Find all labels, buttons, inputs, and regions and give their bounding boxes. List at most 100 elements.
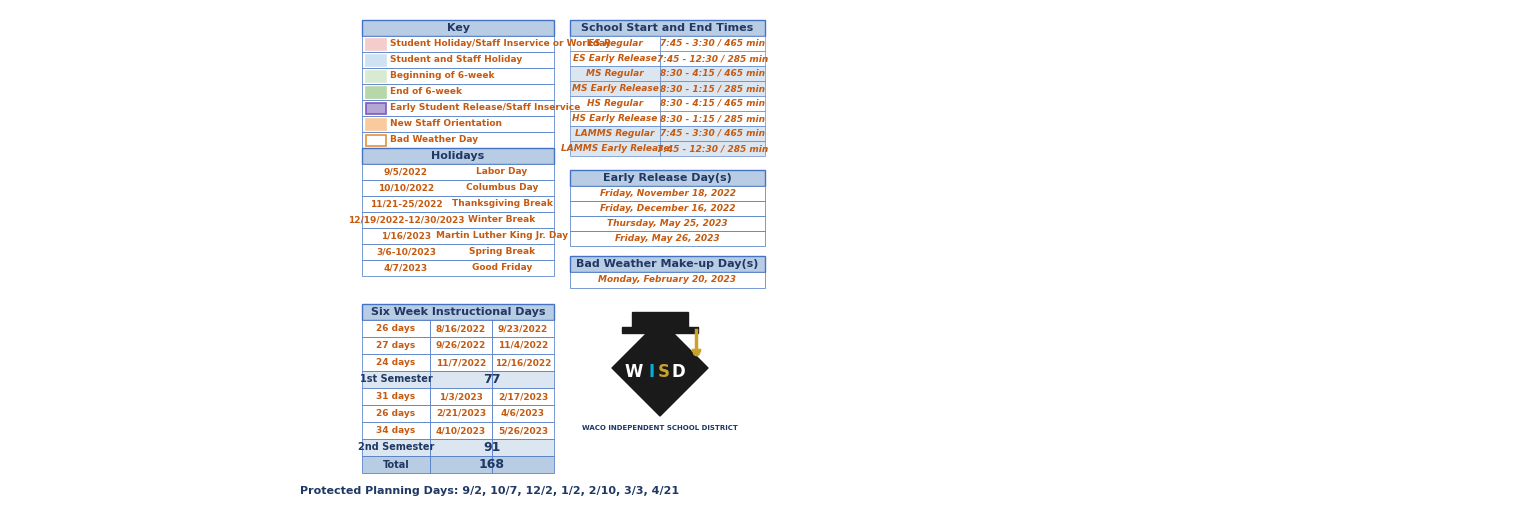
Text: 5/26/2023: 5/26/2023 bbox=[498, 426, 548, 435]
Bar bbox=[570, 51, 661, 66]
Bar bbox=[362, 337, 430, 354]
Bar bbox=[570, 170, 765, 186]
Bar bbox=[570, 231, 765, 246]
Bar bbox=[362, 68, 554, 84]
Bar bbox=[362, 354, 430, 371]
Text: 2/21/2023: 2/21/2023 bbox=[436, 409, 486, 418]
Bar bbox=[570, 272, 765, 288]
Bar bbox=[492, 320, 554, 337]
Text: 4/7/2023: 4/7/2023 bbox=[383, 264, 429, 272]
Text: Friday, November 18, 2022: Friday, November 18, 2022 bbox=[600, 189, 735, 198]
Bar bbox=[570, 126, 661, 141]
Text: LAMMS Early Release: LAMMS Early Release bbox=[561, 144, 670, 153]
Bar bbox=[661, 81, 765, 96]
Text: 1/16/2023: 1/16/2023 bbox=[380, 231, 432, 241]
Text: 11/7/2022: 11/7/2022 bbox=[436, 358, 486, 367]
Bar bbox=[367, 134, 386, 146]
Bar bbox=[362, 20, 554, 36]
Text: Protected Planning Days: 9/2, 10/7, 12/2, 1/2, 2/10, 3/3, 4/21: Protected Planning Days: 9/2, 10/7, 12/2… bbox=[300, 486, 680, 496]
Bar bbox=[570, 216, 765, 231]
Bar bbox=[570, 81, 661, 96]
Text: W: W bbox=[624, 363, 644, 381]
Bar bbox=[570, 96, 661, 111]
Bar bbox=[362, 180, 554, 196]
Bar bbox=[430, 388, 492, 405]
Bar bbox=[430, 354, 492, 371]
Bar bbox=[661, 111, 765, 126]
Text: Winter Break: Winter Break bbox=[468, 215, 536, 225]
Bar bbox=[661, 96, 765, 111]
Text: Monday, February 20, 2023: Monday, February 20, 2023 bbox=[598, 275, 736, 285]
Bar bbox=[661, 66, 765, 81]
Text: Spring Break: Spring Break bbox=[470, 247, 535, 256]
Text: Good Friday: Good Friday bbox=[471, 264, 532, 272]
Text: Columbus Day: Columbus Day bbox=[465, 184, 538, 192]
Bar bbox=[661, 126, 765, 141]
Bar bbox=[362, 320, 430, 337]
Text: Friday, December 16, 2022: Friday, December 16, 2022 bbox=[600, 204, 735, 213]
Bar bbox=[430, 439, 492, 456]
Text: 1/3/2023: 1/3/2023 bbox=[439, 392, 483, 401]
Bar bbox=[570, 36, 661, 51]
Text: 8:30 - 1:15 / 285 min: 8:30 - 1:15 / 285 min bbox=[661, 84, 765, 93]
Bar bbox=[492, 388, 554, 405]
Text: Early Student Release/Staff Inservice: Early Student Release/Staff Inservice bbox=[389, 104, 580, 112]
Bar bbox=[362, 260, 554, 276]
Text: Bad Weather Make-up Day(s): Bad Weather Make-up Day(s) bbox=[576, 259, 759, 269]
Bar bbox=[362, 100, 554, 116]
Text: New Staff Orientation: New Staff Orientation bbox=[389, 120, 501, 128]
Text: 26 days: 26 days bbox=[376, 324, 415, 333]
Bar bbox=[570, 256, 765, 272]
Bar bbox=[492, 422, 554, 439]
Text: 31 days: 31 days bbox=[376, 392, 415, 401]
Bar bbox=[367, 38, 386, 49]
Text: 2/17/2023: 2/17/2023 bbox=[498, 392, 548, 401]
Text: HS Regular: HS Regular bbox=[586, 99, 644, 108]
Text: Thursday, May 25, 2023: Thursday, May 25, 2023 bbox=[608, 219, 727, 228]
Bar bbox=[570, 20, 765, 36]
Text: Student Holiday/Staff Inservice or Workday: Student Holiday/Staff Inservice or Workd… bbox=[389, 40, 611, 49]
Text: 4/6/2023: 4/6/2023 bbox=[501, 409, 545, 418]
Text: 12/16/2022: 12/16/2022 bbox=[495, 358, 551, 367]
Text: 24 days: 24 days bbox=[376, 358, 415, 367]
Bar bbox=[661, 141, 765, 156]
Text: Key: Key bbox=[447, 23, 470, 33]
Bar bbox=[492, 439, 554, 456]
Text: 168: 168 bbox=[479, 458, 504, 471]
Text: MS Regular: MS Regular bbox=[586, 69, 644, 78]
Bar bbox=[570, 201, 765, 216]
Bar bbox=[362, 132, 554, 148]
Text: 27 days: 27 days bbox=[376, 341, 415, 350]
Polygon shape bbox=[612, 320, 708, 416]
Bar bbox=[492, 337, 554, 354]
Bar bbox=[362, 228, 554, 244]
Text: MS Early Release: MS Early Release bbox=[571, 84, 659, 93]
Bar bbox=[362, 116, 554, 132]
Text: 12/19/2022-12/30/2023: 12/19/2022-12/30/2023 bbox=[348, 215, 464, 225]
Text: 8:30 - 1:15 / 285 min: 8:30 - 1:15 / 285 min bbox=[661, 114, 765, 123]
Text: 7:45 - 12:30 / 285 min: 7:45 - 12:30 / 285 min bbox=[658, 144, 768, 153]
Bar bbox=[362, 304, 554, 320]
Bar bbox=[367, 119, 386, 129]
Text: Thanksgiving Break: Thanksgiving Break bbox=[451, 200, 553, 208]
Text: Six Week Instructional Days: Six Week Instructional Days bbox=[371, 307, 545, 317]
Bar bbox=[362, 244, 554, 260]
Text: ES Early Release: ES Early Release bbox=[573, 54, 658, 63]
Text: 34 days: 34 days bbox=[376, 426, 415, 435]
Text: S: S bbox=[658, 363, 670, 381]
Text: 1st Semester: 1st Semester bbox=[359, 374, 432, 385]
Bar bbox=[570, 66, 661, 81]
Bar bbox=[492, 371, 554, 388]
Bar bbox=[367, 70, 386, 82]
Text: WACO INDEPENDENT SCHOOL DISTRICT: WACO INDEPENDENT SCHOOL DISTRICT bbox=[582, 425, 738, 431]
Bar bbox=[367, 54, 386, 66]
Bar bbox=[367, 87, 386, 97]
Bar bbox=[430, 371, 492, 388]
Text: 9/23/2022: 9/23/2022 bbox=[498, 324, 548, 333]
Text: 4/10/2023: 4/10/2023 bbox=[436, 426, 486, 435]
Text: Holidays: Holidays bbox=[432, 151, 485, 161]
Bar bbox=[661, 36, 765, 51]
Bar bbox=[362, 84, 554, 100]
Bar bbox=[367, 103, 386, 113]
Bar bbox=[362, 52, 554, 68]
